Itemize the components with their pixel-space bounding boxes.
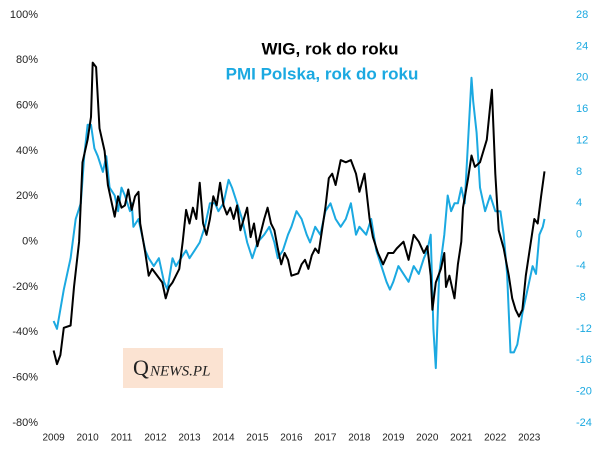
series-line [52,61,546,366]
y-tick-label: 100% [10,9,38,21]
y-tick-label: 20% [16,190,38,202]
x-tick-label: 2018 [348,433,371,444]
x-tick-label: 2015 [246,433,269,444]
x-tick-label: 2021 [450,433,473,444]
y2-tick-label: -24 [576,417,592,429]
y2-tick-label: 12 [576,134,588,146]
y-tick-label: 40% [16,145,38,157]
x-tick-label: 2020 [416,433,439,444]
logo-box [123,348,223,388]
y2-tick-label: 24 [576,40,588,52]
y2-tick-label: 16 [576,103,588,115]
x-tick-label: 2016 [280,433,303,444]
x-tick-label: 2023 [518,433,541,444]
series-line [52,76,546,370]
y-tick-label: 60% [16,100,38,112]
y2-tick-label: -12 [576,323,592,335]
y2-tick-label: 8 [576,166,582,178]
y2-tick-label: -8 [576,291,586,303]
y2-tick-label: -20 [576,386,592,398]
y2-tick-label: 28 [576,9,588,21]
logo-text: NEWS.PL [149,363,210,379]
y2-tick-label: -4 [576,260,586,272]
x-tick-label: 2013 [178,433,201,444]
y-tick-label: -20% [12,281,38,293]
y2-tick-label: -16 [576,354,592,366]
y-tick-label: 0% [22,236,38,248]
y-tick-label: -60% [12,372,38,384]
legend-label: PMI Polska, rok do roku [226,64,419,83]
x-tick-label: 2010 [76,433,99,444]
legend-label: WIG, rok do roku [262,39,399,58]
y2-tick-label: 0 [576,229,582,241]
y2-tick-label: 20 [576,72,588,84]
x-tick-label: 2017 [314,433,337,444]
y2-tick-label: 4 [576,197,582,209]
x-tick-label: 2009 [42,433,65,444]
x-tick-label: 2019 [382,433,405,444]
logo-initial: Q [133,355,149,380]
x-tick-label: 2012 [144,433,167,444]
y-tick-label: 80% [16,54,38,66]
x-tick-label: 2022 [484,433,507,444]
y-tick-label: -40% [12,326,38,338]
x-tick-label: 2011 [111,433,133,444]
y-tick-label: -80% [12,417,38,429]
x-tick-label: 2014 [212,433,235,444]
